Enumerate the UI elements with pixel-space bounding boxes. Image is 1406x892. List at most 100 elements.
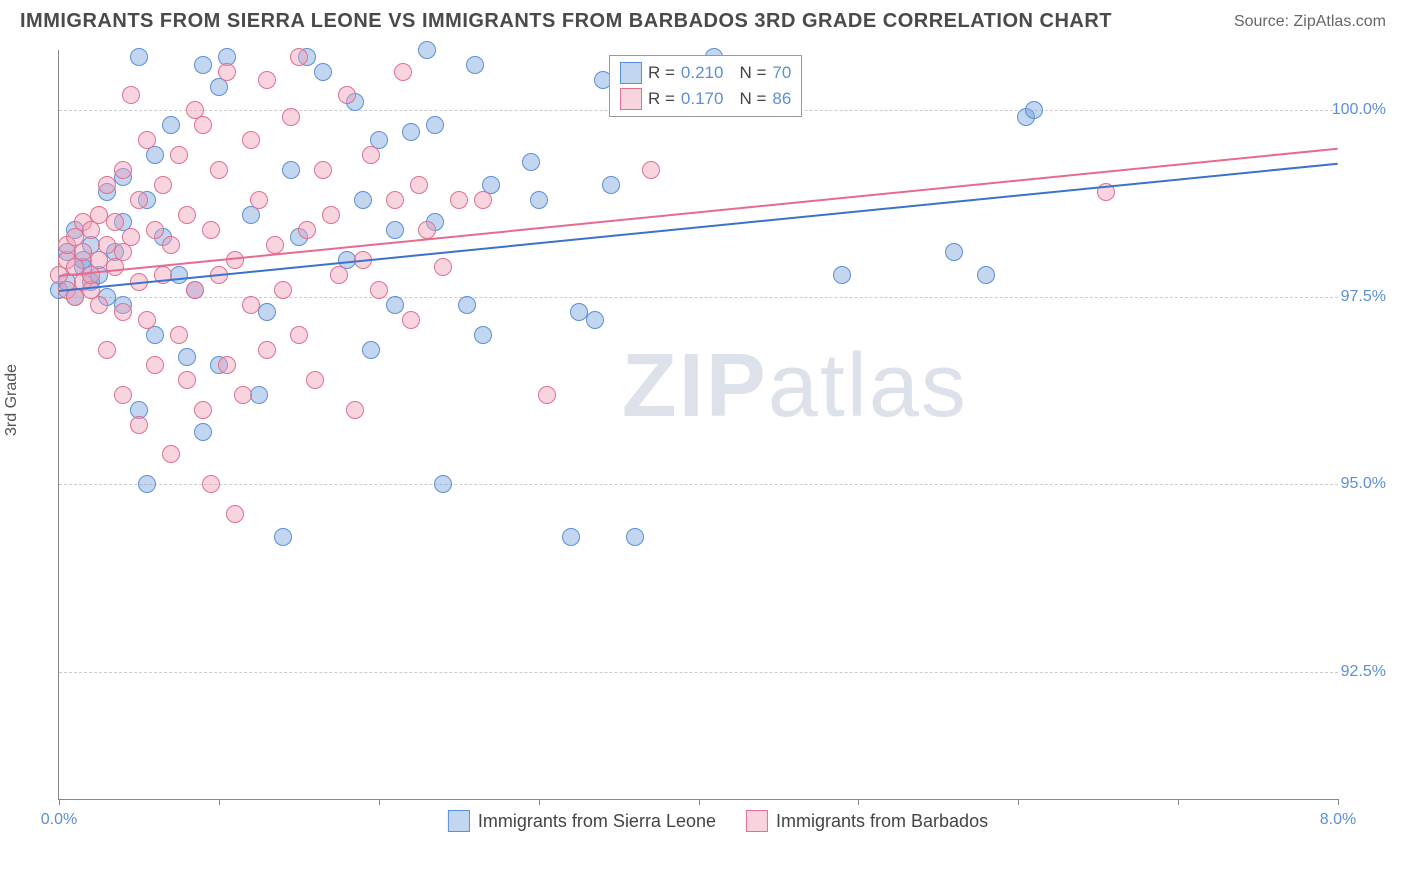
y-tick-label: 97.5% [1341,288,1386,306]
stat-r-value: 0.170 [681,89,724,109]
stat-r-label: R = [648,89,675,109]
legend-swatch [448,810,470,832]
scatter-point [402,123,420,141]
stat-n-label: N = [739,89,766,109]
scatter-point [178,348,196,366]
scatter-point [194,401,212,419]
scatter-point [178,206,196,224]
scatter-point [226,505,244,523]
scatter-point [146,221,164,239]
scatter-point [210,161,228,179]
scatter-point [186,281,204,299]
scatter-point [202,221,220,239]
legend-label: Immigrants from Sierra Leone [478,811,716,832]
scatter-point [945,243,963,261]
scatter-point [122,86,140,104]
stat-r-value: 0.210 [681,63,724,83]
scatter-point [194,116,212,134]
scatter-point [170,326,188,344]
scatter-point [274,281,292,299]
legend-item: Immigrants from Barbados [746,810,988,832]
scatter-point [434,258,452,276]
legend-swatch [746,810,768,832]
scatter-point [346,401,364,419]
scatter-point [202,475,220,493]
scatter-point [282,108,300,126]
scatter-point [1025,101,1043,119]
scatter-point [258,71,276,89]
scatter-point [242,131,260,149]
watermark: ZIPatlas [622,335,968,438]
scatter-point [290,326,308,344]
scatter-point [362,341,380,359]
scatter-point [106,213,124,231]
stat-n-value: 86 [772,89,791,109]
gridline [59,484,1338,485]
scatter-point [626,528,644,546]
scatter-point [170,146,188,164]
scatter-point [130,416,148,434]
scatter-point [402,311,420,329]
scatter-point [258,303,276,321]
scatter-point [833,266,851,284]
scatter-point [138,475,156,493]
scatter-point [426,116,444,134]
scatter-point [474,191,492,209]
stat-n-value: 70 [772,63,791,83]
scatter-point [362,146,380,164]
scatter-point [458,296,476,314]
x-tick [699,799,700,805]
scatter-point [642,161,660,179]
scatter-point [194,56,212,74]
stats-legend: R = 0.210 N = 70 R = 0.170 N = 86 [609,55,802,117]
stats-legend-row: R = 0.170 N = 86 [620,86,791,112]
scatter-point [162,236,180,254]
scatter-point [122,228,140,246]
x-tick [858,799,859,805]
scatter-point [250,191,268,209]
scatter-point [242,296,260,314]
scatter-point [314,63,332,81]
scatter-point [386,191,404,209]
scatter-point [138,311,156,329]
scatter-point [290,48,308,66]
scatter-point [338,86,356,104]
scatter-point [162,445,180,463]
x-tick-label: 0.0% [41,811,77,829]
trend-line [59,162,1338,291]
scatter-point [977,266,995,284]
scatter-point [178,371,196,389]
scatter-point [170,266,188,284]
scatter-point [394,63,412,81]
x-tick-label: 8.0% [1320,811,1356,829]
scatter-point [234,386,252,404]
scatter-point [218,356,236,374]
scatter-point [386,296,404,314]
plot-area: ZIPatlas 92.5%95.0%97.5%100.0%0.0%8.0%R … [58,50,1338,800]
scatter-point [90,296,108,314]
scatter-point [114,303,132,321]
legend-label: Immigrants from Barbados [776,811,988,832]
scatter-point [194,423,212,441]
bottom-legend: Immigrants from Sierra Leone Immigrants f… [448,810,988,832]
scatter-point [98,341,116,359]
scatter-point [410,176,428,194]
stat-r-label: R = [648,63,675,83]
y-tick-label: 92.5% [1341,663,1386,681]
scatter-point [274,528,292,546]
legend-swatch [620,62,642,84]
chart-title: IMMIGRANTS FROM SIERRA LEONE VS IMMIGRAN… [20,10,1112,33]
legend-swatch [620,88,642,110]
y-tick-label: 95.0% [1341,475,1386,493]
scatter-point [418,221,436,239]
scatter-point [146,356,164,374]
legend-item: Immigrants from Sierra Leone [448,810,716,832]
scatter-point [298,221,316,239]
scatter-point [602,176,620,194]
chart-source: Source: ZipAtlas.com [1234,13,1386,31]
scatter-point [306,371,324,389]
scatter-point [266,236,284,254]
scatter-point [466,56,484,74]
y-axis-label: 3rd Grade [3,364,21,436]
chart-container: 3rd Grade ZIPatlas 92.5%95.0%97.5%100.0%… [48,50,1388,840]
